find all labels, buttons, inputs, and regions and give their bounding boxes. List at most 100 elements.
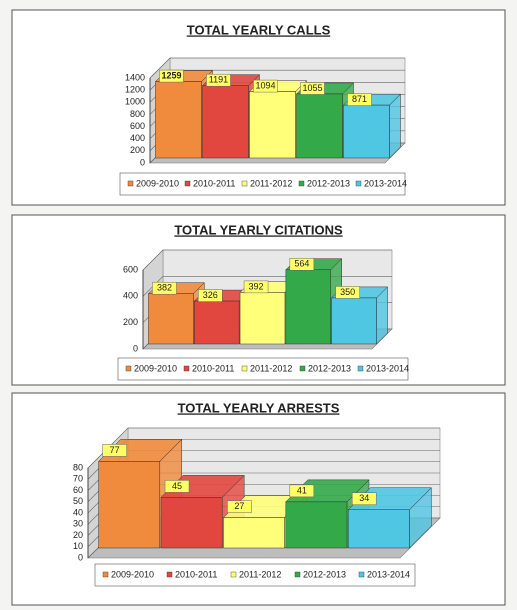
legend-label: 2013-2014: [366, 363, 409, 373]
value-label-box: [198, 289, 223, 302]
value-label: 350: [340, 287, 355, 297]
bar: [239, 292, 286, 345]
y-tick-label: 80: [73, 462, 83, 472]
legend-swatch: [357, 365, 364, 372]
bar: [160, 497, 223, 549]
grid-line: [149, 57, 405, 79]
y-tick-label: 200: [123, 317, 138, 327]
y-tick-label: 40: [73, 507, 83, 517]
value-label: 77: [110, 445, 120, 455]
legend-swatch: [355, 180, 362, 187]
legend-label: 2013-2014: [367, 569, 410, 579]
value-label: 1055: [302, 83, 322, 93]
legend-swatch: [358, 571, 365, 578]
y-tick-label: 600: [130, 121, 145, 131]
value-label-box: [300, 82, 325, 95]
legend-swatch: [125, 365, 132, 372]
value-label: 564: [294, 259, 309, 269]
y-tick-label: 400: [123, 291, 138, 301]
legend-swatch: [298, 180, 305, 187]
value-label-box: [159, 69, 184, 83]
legend-label: 2012-2013: [303, 569, 346, 579]
y-tick-label: 200: [130, 145, 145, 155]
bar: [98, 461, 161, 549]
legend-label: 2009-2010: [111, 569, 154, 579]
legend-swatch: [294, 571, 301, 578]
value-label: 1191: [209, 75, 228, 85]
y-tick-label: 800: [130, 109, 145, 119]
value-label: 34: [359, 493, 369, 503]
bar: [331, 297, 377, 345]
y-tick-label: 10: [73, 541, 83, 551]
y-tick-label: 0: [78, 552, 83, 562]
value-label-box: [206, 73, 231, 87]
legend-label: 2011-2012: [250, 178, 292, 188]
value-label: 1259: [161, 70, 181, 80]
legend-swatch: [127, 180, 134, 187]
y-tick-label: 0: [140, 157, 145, 167]
value-label: 392: [249, 281, 264, 291]
y-tick-label: 70: [73, 474, 83, 484]
value-label-box: [102, 444, 127, 457]
legend-label: 2013-2014: [364, 178, 407, 188]
value-label: 1094: [255, 80, 275, 90]
chart-panel: TOTAL YEARLY CALLS 0 200 400 600 800 1000 1200 1…: [11, 9, 506, 206]
bar: [194, 300, 240, 345]
value-label: 45: [172, 481, 182, 491]
bar: [249, 91, 296, 159]
value-label-box: [243, 280, 269, 294]
legend-label: 2012-2013: [307, 178, 350, 188]
bar: [296, 93, 343, 159]
legend-swatch: [102, 571, 109, 578]
legend-swatch: [183, 365, 190, 372]
bar: [148, 293, 194, 345]
grid-line: [87, 427, 440, 469]
value-label-box: [152, 281, 177, 295]
legend-label: 2010-2011: [175, 569, 217, 579]
value-label: 382: [157, 283, 172, 293]
value-label-box: [289, 257, 315, 271]
bar: [155, 81, 202, 159]
bar: [347, 509, 410, 549]
value-label: 27: [234, 501, 244, 511]
legend-label: 2011-2012: [239, 569, 281, 579]
legend-swatch: [184, 180, 191, 187]
legend-swatch: [299, 365, 306, 372]
y-tick-label: 400: [130, 133, 145, 143]
legend-box: [94, 563, 416, 587]
chart-panel: TOTAL YEARLY CITATIONS 0 200 400 600 382 326 39…: [11, 214, 506, 386]
value-label-box: [289, 484, 315, 498]
value-label-box: [253, 79, 278, 93]
value-label-box: [227, 500, 252, 513]
bar: [285, 501, 348, 549]
legend-swatch: [241, 180, 248, 187]
value-label-box: [164, 480, 190, 493]
value-label: 41: [297, 485, 307, 495]
bar: [223, 517, 285, 549]
bar: [343, 104, 390, 159]
y-tick-label: 0: [133, 343, 138, 353]
legend-swatch: [166, 571, 173, 578]
bar: [202, 85, 249, 159]
legend-label: 2009-2010: [134, 363, 177, 373]
y-tick-label: 50: [73, 496, 83, 506]
bar: [285, 269, 331, 345]
y-tick-label: 30: [73, 519, 83, 529]
y-tick-label: 20: [73, 530, 83, 540]
panel-frame: [11, 214, 506, 386]
legend-swatch: [241, 365, 248, 372]
value-label-box: [347, 93, 372, 106]
legend-label: 2009-2010: [136, 178, 179, 188]
legend-label: 2012-2013: [308, 363, 351, 373]
value-label: 871: [352, 94, 367, 104]
chart-title: TOTAL YEARLY ARRESTS: [178, 400, 340, 415]
value-label-box: [335, 286, 360, 299]
legend-swatch: [230, 571, 237, 578]
y-tick-label: 60: [73, 485, 83, 495]
y-tick-label: 1200: [125, 85, 145, 95]
y-tick-label: 1400: [125, 72, 145, 82]
y-tick-label: 1000: [125, 97, 145, 107]
legend-label: 2010-2011: [192, 363, 234, 373]
